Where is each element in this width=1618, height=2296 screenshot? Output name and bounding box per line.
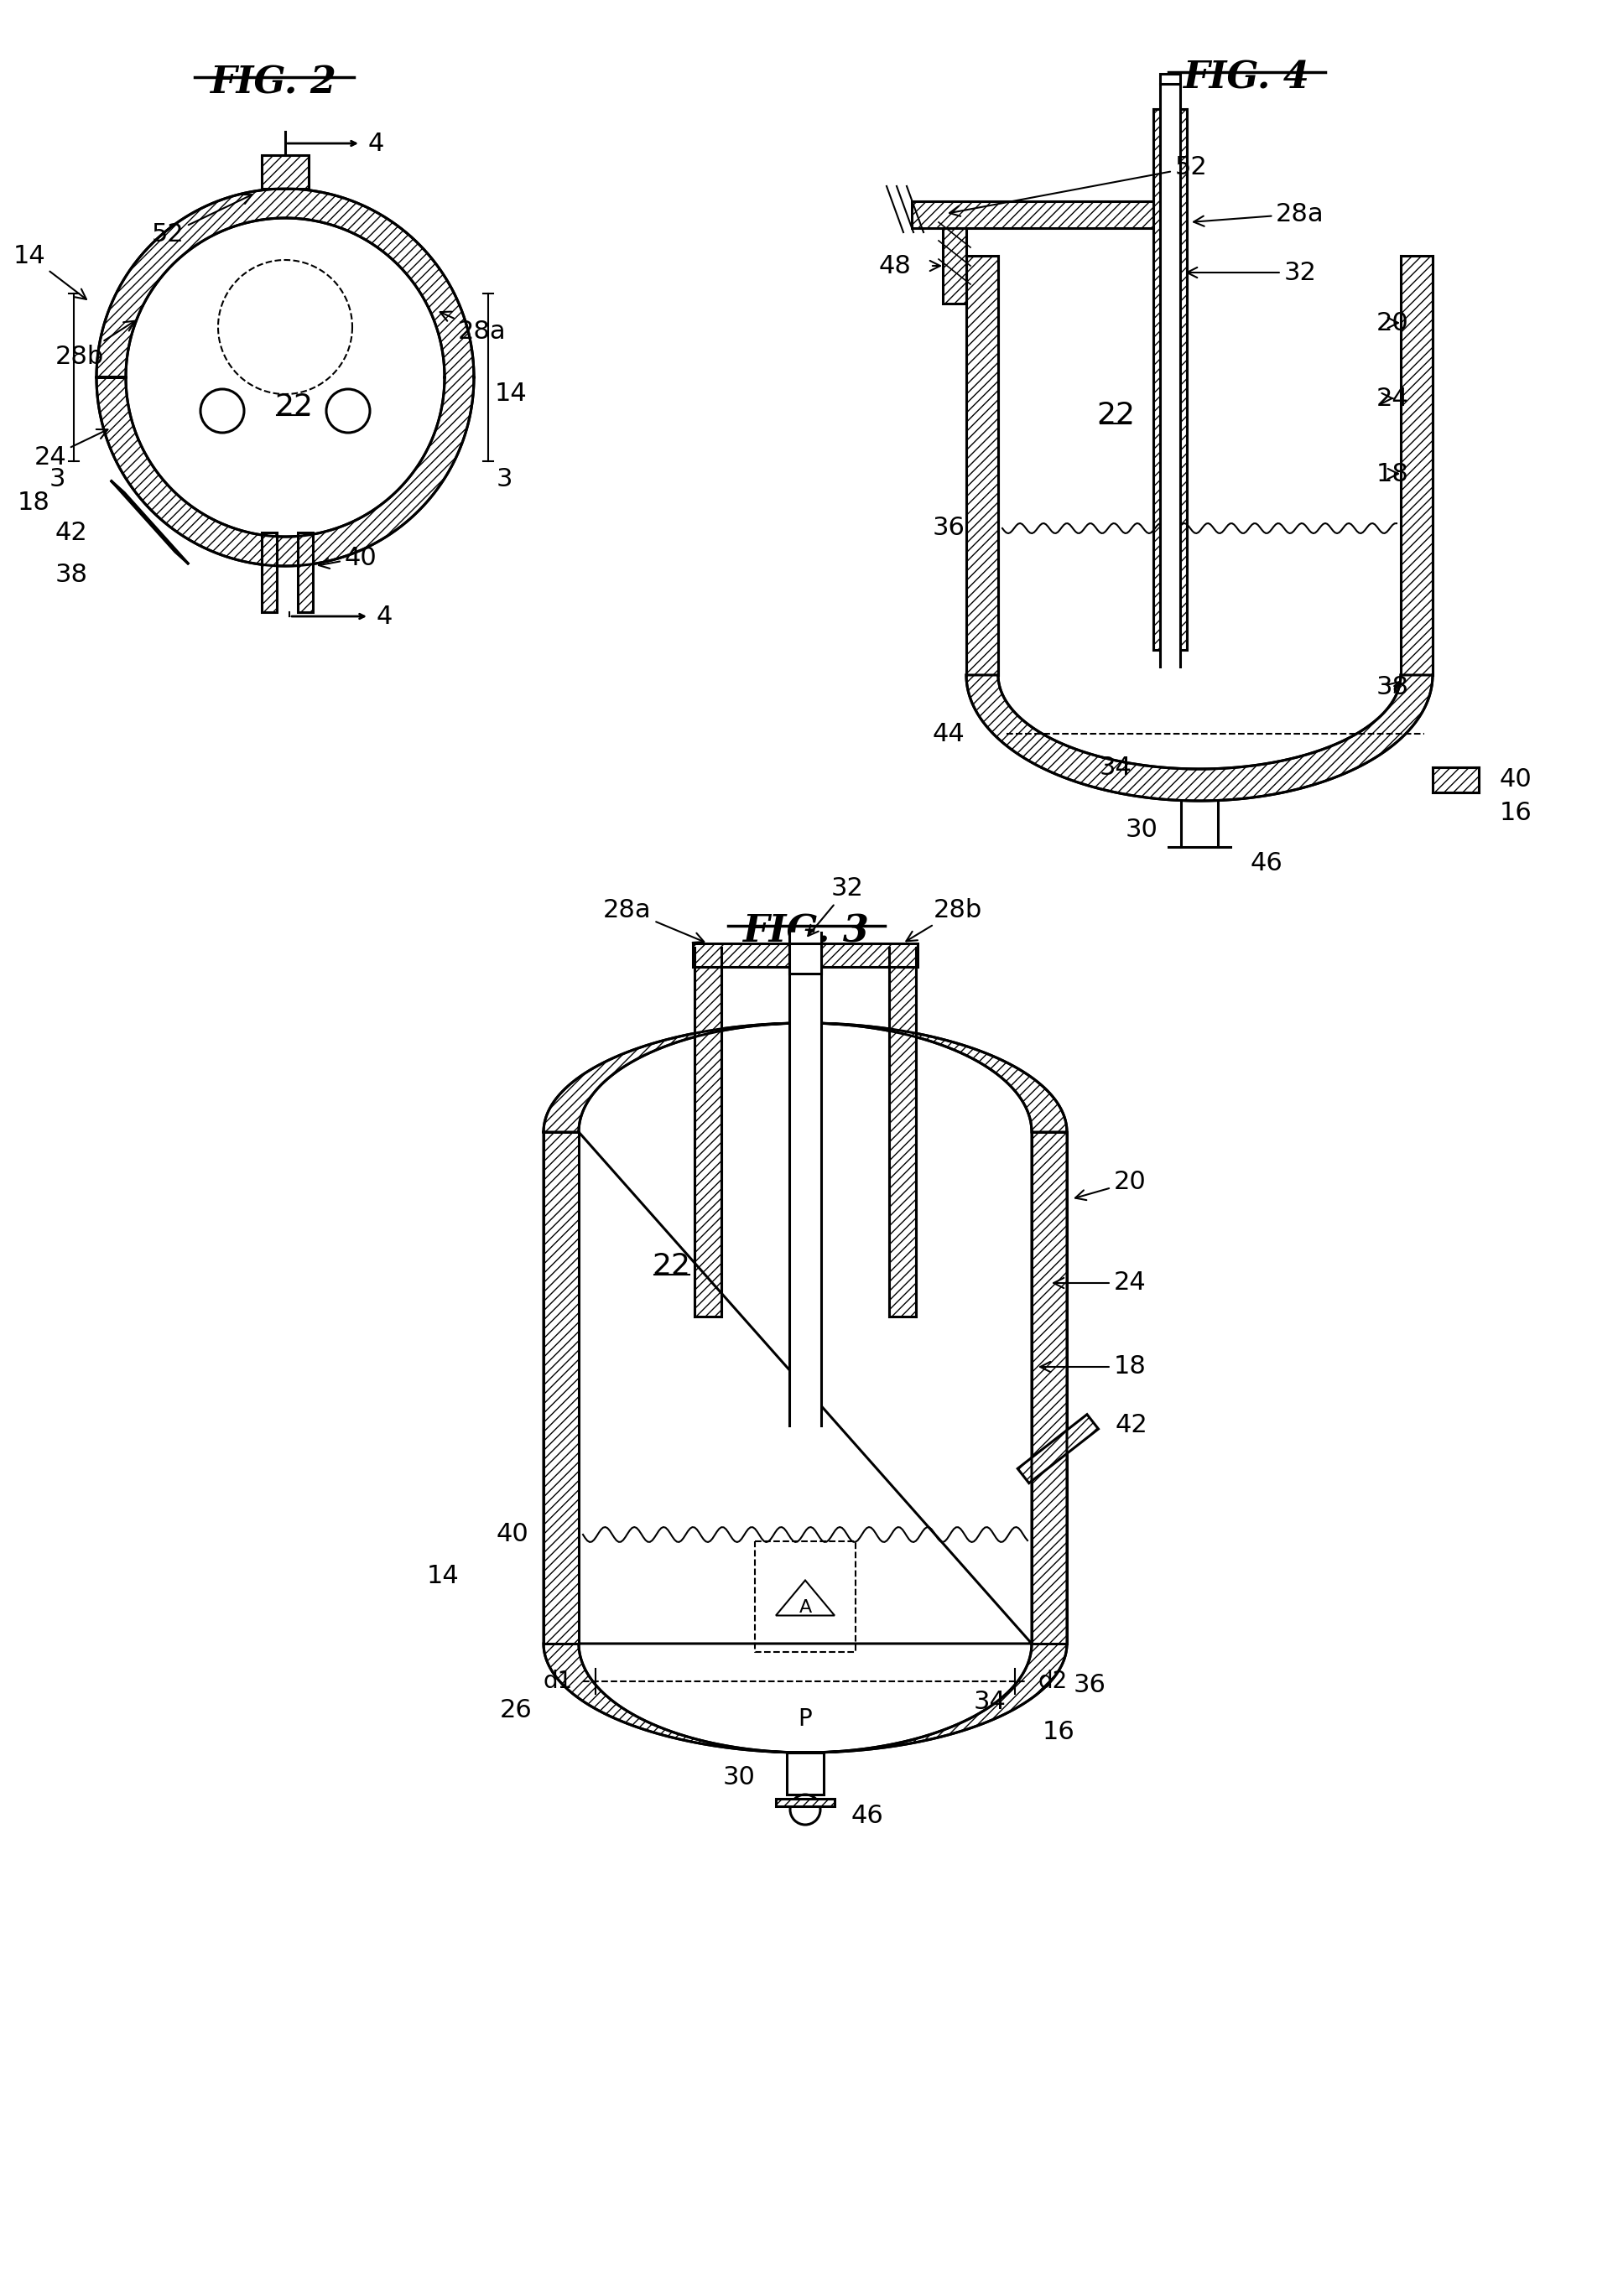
Polygon shape: [966, 255, 998, 675]
Text: 30: 30: [1125, 817, 1157, 843]
Text: 18: 18: [1040, 1355, 1146, 1380]
Polygon shape: [966, 675, 1432, 801]
Text: 32: 32: [1188, 259, 1317, 285]
Polygon shape: [1032, 1132, 1066, 1644]
Text: 52: 52: [152, 195, 252, 248]
Text: 40: 40: [497, 1522, 529, 1548]
Text: 28a: 28a: [1194, 202, 1324, 227]
Polygon shape: [544, 1132, 579, 1644]
Text: FIG. 3: FIG. 3: [743, 914, 869, 951]
Text: FIG. 4: FIG. 4: [1183, 60, 1309, 96]
Polygon shape: [693, 944, 917, 967]
Text: 4: 4: [375, 604, 392, 629]
Polygon shape: [262, 156, 309, 188]
Polygon shape: [544, 1024, 1066, 1132]
Text: 22: 22: [1097, 402, 1134, 429]
Text: 3: 3: [49, 468, 65, 491]
Text: 28a: 28a: [440, 312, 506, 344]
Text: 38: 38: [1375, 675, 1409, 700]
Text: 40: 40: [1500, 767, 1532, 792]
Polygon shape: [913, 202, 1183, 227]
Text: 48: 48: [879, 253, 911, 278]
Polygon shape: [1154, 108, 1188, 650]
Text: 36: 36: [932, 517, 964, 540]
Text: 22: 22: [275, 393, 312, 420]
Text: 38: 38: [55, 563, 87, 585]
Text: 20: 20: [1377, 310, 1409, 335]
Polygon shape: [1018, 1414, 1099, 1483]
Text: 28a: 28a: [604, 898, 704, 944]
Text: 14: 14: [427, 1564, 460, 1589]
Polygon shape: [1432, 767, 1479, 792]
Polygon shape: [544, 1644, 1066, 1752]
Text: A: A: [799, 1598, 812, 1616]
Text: 4: 4: [367, 131, 383, 156]
Text: 44: 44: [932, 721, 964, 746]
Polygon shape: [110, 480, 189, 565]
Text: 16: 16: [1042, 1720, 1074, 1743]
Polygon shape: [262, 533, 277, 613]
Text: 22: 22: [652, 1251, 691, 1281]
Text: 18: 18: [1375, 461, 1409, 487]
Text: 20: 20: [1076, 1171, 1146, 1201]
Polygon shape: [790, 944, 822, 974]
Text: 24: 24: [1377, 386, 1409, 411]
Text: 16: 16: [1500, 801, 1532, 827]
Text: 42: 42: [1115, 1414, 1149, 1437]
Text: 52: 52: [950, 156, 1207, 216]
Text: d1: d1: [544, 1669, 573, 1692]
Text: 26: 26: [500, 1699, 532, 1722]
Polygon shape: [943, 227, 966, 303]
Text: 32: 32: [807, 877, 864, 937]
Text: 24: 24: [1053, 1272, 1146, 1295]
Polygon shape: [298, 533, 312, 613]
Text: 28b: 28b: [906, 898, 982, 941]
Text: FIG. 2: FIG. 2: [209, 64, 337, 101]
Text: 34: 34: [974, 1690, 1006, 1715]
Text: 42: 42: [55, 521, 87, 544]
Text: 14: 14: [13, 243, 86, 298]
Text: P: P: [798, 1708, 812, 1731]
Text: 46: 46: [1251, 852, 1283, 875]
Bar: [786, 1752, 824, 1795]
Bar: [1160, 73, 1180, 85]
Bar: [790, 944, 822, 974]
Text: 46: 46: [851, 1802, 883, 1828]
Text: 30: 30: [722, 1766, 756, 1791]
Polygon shape: [97, 188, 474, 567]
Text: 18: 18: [18, 491, 50, 514]
Text: 36: 36: [1074, 1674, 1107, 1697]
Polygon shape: [694, 948, 722, 1316]
Text: 3: 3: [497, 468, 513, 491]
Text: 40: 40: [319, 546, 377, 569]
Text: 14: 14: [495, 381, 527, 406]
Text: 34: 34: [1099, 755, 1133, 778]
Text: 28b: 28b: [55, 321, 134, 370]
Polygon shape: [1401, 255, 1432, 675]
Text: d2: d2: [1037, 1669, 1068, 1692]
Polygon shape: [777, 1798, 835, 1807]
Polygon shape: [890, 948, 916, 1316]
Text: 24: 24: [34, 429, 108, 468]
